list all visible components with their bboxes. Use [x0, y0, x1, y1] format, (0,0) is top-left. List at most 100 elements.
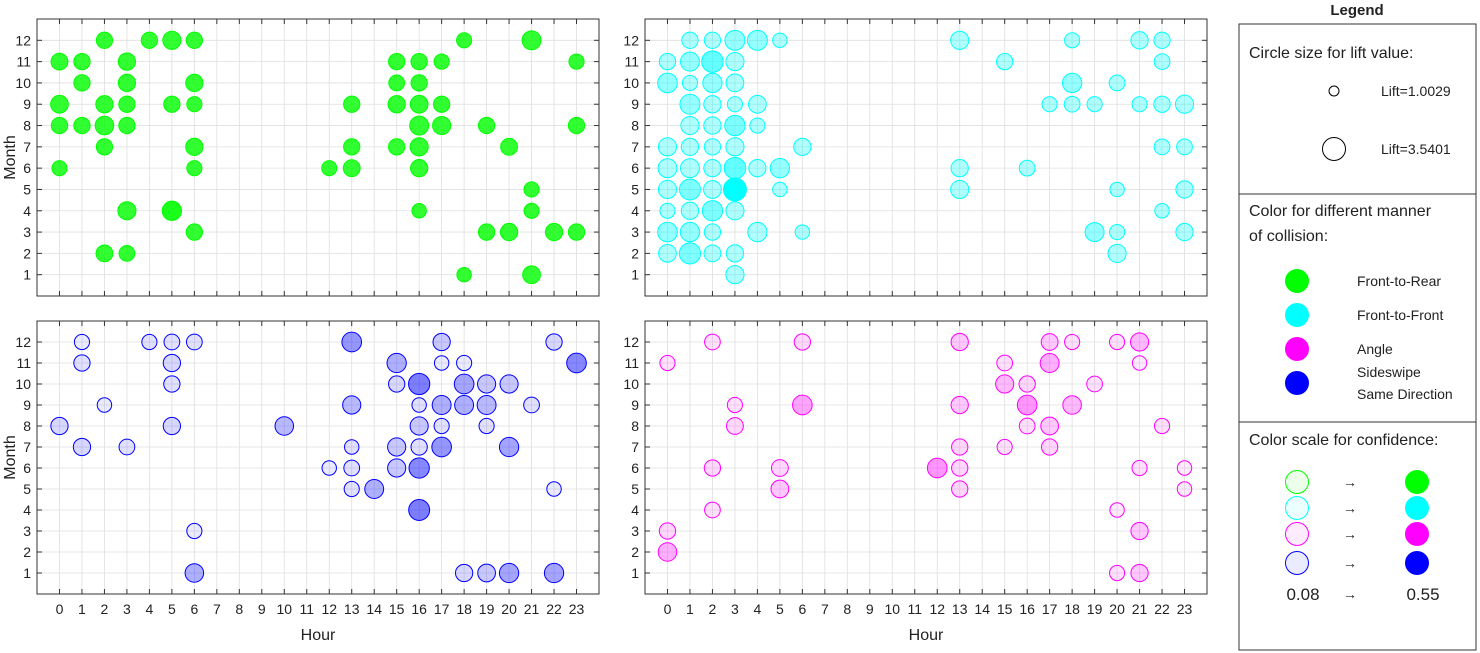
data-point	[1153, 417, 1171, 435]
data-point	[476, 395, 497, 415]
data-point	[408, 372, 431, 396]
x-axis-label: Hour	[301, 627, 336, 644]
data-point	[1109, 564, 1126, 582]
y-tick-label: 1	[631, 267, 639, 283]
data-point	[274, 416, 295, 436]
data-point	[1018, 417, 1036, 435]
data-point	[117, 52, 137, 71]
size-key-label: Lift=3.5401	[1381, 141, 1451, 157]
data-point	[388, 52, 406, 71]
manner-label: Sideswipe	[1357, 364, 1421, 380]
data-point	[792, 394, 813, 416]
y-tick-label: 9	[23, 397, 31, 413]
legend-title: Legend	[1330, 2, 1383, 19]
data-point	[543, 562, 565, 584]
scale-low-swatch	[1285, 470, 1309, 494]
data-point	[724, 29, 746, 51]
data-point	[680, 115, 700, 136]
data-point	[522, 265, 541, 285]
x-tick-label: 8	[843, 601, 851, 617]
data-point	[1109, 502, 1125, 518]
scale-low-swatch	[1285, 522, 1309, 546]
data-point	[951, 480, 969, 498]
data-point	[409, 94, 429, 114]
y-tick-label: 4	[23, 203, 31, 219]
x-tick-label: 3	[123, 601, 131, 617]
data-point	[456, 354, 473, 372]
data-point	[680, 137, 700, 156]
data-point	[726, 417, 744, 435]
data-point	[1153, 53, 1171, 70]
data-point	[725, 244, 745, 263]
x-tick-label: 10	[276, 601, 292, 617]
data-point	[703, 95, 722, 114]
data-point	[703, 159, 722, 178]
data-point	[725, 137, 745, 157]
data-point	[477, 374, 497, 394]
data-point	[477, 223, 496, 241]
x-tick-label: 7	[821, 601, 829, 617]
data-point	[50, 416, 69, 436]
y-tick-label: 8	[23, 418, 31, 434]
y-tick-label: 6	[23, 160, 31, 176]
scale-arrow: →	[1343, 474, 1357, 490]
y-tick-label: 5	[23, 481, 31, 497]
x-tick-label: 21	[1132, 601, 1148, 617]
data-point	[772, 181, 788, 198]
scale-high-swatch	[1405, 496, 1429, 520]
scale-high-swatch	[1405, 522, 1429, 546]
data-point	[1041, 96, 1058, 113]
data-point	[141, 333, 158, 351]
x-tick-label: 0	[56, 601, 64, 617]
data-point	[722, 177, 747, 202]
y-tick-label: 2	[631, 245, 639, 261]
data-point	[568, 53, 585, 70]
data-point	[726, 96, 743, 113]
y-tick-label: 3	[631, 224, 639, 240]
size-key-circle	[1322, 137, 1346, 161]
data-point	[950, 395, 969, 415]
data-point	[342, 395, 362, 415]
data-point	[186, 522, 203, 540]
data-point	[1084, 222, 1105, 243]
data-point	[950, 332, 969, 352]
data-point	[566, 352, 587, 374]
data-point	[95, 31, 114, 49]
x-tick-label: 15	[389, 601, 405, 617]
manner-label: Front-to-Rear	[1357, 273, 1441, 289]
data-point	[701, 200, 724, 222]
data-point	[94, 115, 115, 136]
color-heading-line1: Color for different manner	[1249, 203, 1432, 220]
data-point	[1176, 460, 1193, 476]
x-tick-label: 7	[213, 601, 221, 617]
scale-arrow: →	[1343, 586, 1357, 602]
data-point	[678, 178, 701, 201]
scale-heading: Color scale for confidence:	[1249, 432, 1438, 449]
y-tick-label: 2	[631, 544, 639, 560]
y-tick-label: 4	[23, 502, 31, 518]
data-point	[680, 51, 700, 72]
data-point	[703, 180, 722, 199]
data-point	[657, 179, 678, 200]
data-point	[409, 416, 429, 436]
data-point	[408, 457, 430, 479]
x-tick-label: 14	[974, 601, 990, 617]
data-point	[410, 159, 429, 178]
x-tick-label: 16	[1019, 601, 1035, 617]
y-tick-label: 11	[624, 54, 639, 70]
data-point	[996, 438, 1013, 456]
data-point	[500, 137, 518, 156]
data-point	[185, 137, 204, 156]
data-point	[456, 32, 473, 49]
data-point	[724, 114, 746, 137]
data-point	[409, 115, 430, 136]
data-point	[343, 138, 361, 156]
data-point	[73, 52, 91, 71]
data-point	[950, 179, 970, 200]
manner-swatch	[1285, 371, 1309, 395]
data-point	[1131, 96, 1148, 113]
data-point	[1086, 96, 1103, 113]
data-point	[386, 352, 407, 374]
y-axis-label: Month	[2, 135, 19, 179]
